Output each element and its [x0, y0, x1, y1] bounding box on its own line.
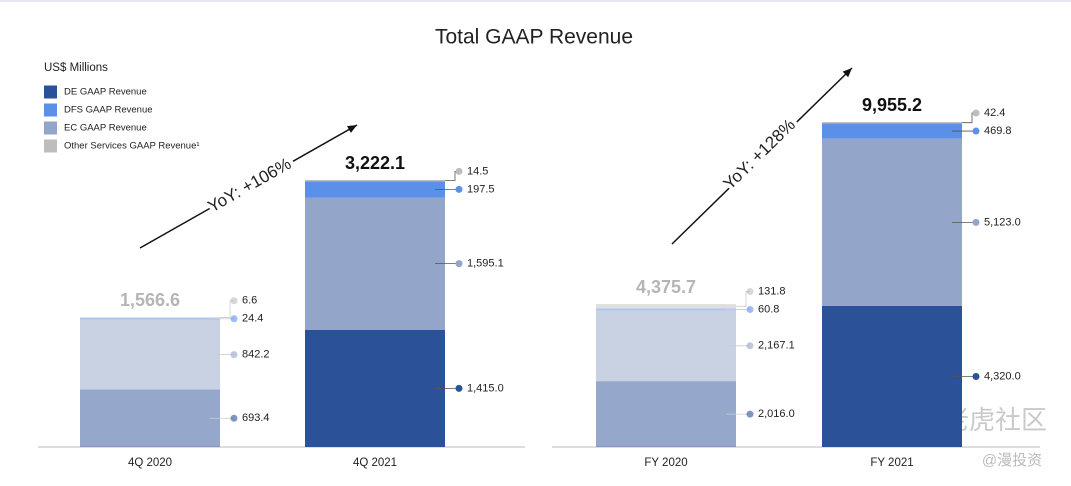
bar-segment: [80, 319, 220, 390]
total-label: 4,375.7: [636, 277, 696, 297]
value-label: 14.5: [467, 165, 488, 177]
legend-swatch: [44, 139, 57, 153]
unit-label: US$ Millions: [44, 62, 108, 74]
legend-swatch: [44, 85, 57, 99]
bar-segment: [822, 123, 962, 139]
label-dot: [972, 127, 980, 135]
x-tick-label: 4Q 2021: [353, 457, 397, 469]
watermark: @漫投资: [982, 452, 1042, 469]
bar-segment: [596, 308, 736, 311]
value-label: 42.4: [984, 107, 1005, 119]
bar-segment: [305, 329, 445, 447]
value-label: 469.8: [984, 125, 1012, 137]
label-dot: [455, 260, 463, 268]
yoy-arrow: [671, 67, 853, 245]
bar-segment: [80, 389, 220, 447]
total-label: 1,566.6: [120, 290, 180, 310]
legend-label: EC GAAP Revenue: [64, 123, 147, 134]
label-dot: [972, 372, 980, 380]
total-label: 9,955.2: [862, 95, 922, 115]
label-dot: [230, 297, 238, 305]
value-label: 842.2: [242, 349, 270, 361]
label-dot: [746, 305, 754, 313]
yoy-annotation: YoY: +106%: [205, 154, 295, 216]
label-dot: [746, 287, 754, 295]
label-dot: [972, 109, 980, 117]
yoy-arrow: [139, 124, 358, 249]
legend-label: Other Services GAAP Revenue¹: [64, 141, 200, 152]
label-dot: [230, 351, 238, 359]
label-dot: [746, 342, 754, 350]
arrow-head: [842, 68, 852, 78]
x-tick-label: FY 2020: [644, 457, 687, 469]
value-label: 5,123.0: [984, 216, 1021, 228]
arrow-head: [347, 125, 357, 133]
legend-label: DE GAAP Revenue: [64, 87, 147, 98]
value-label: 693.4: [242, 412, 270, 424]
yoy-annotation: YoY: +128%: [720, 115, 799, 193]
bar-segment: [822, 305, 962, 447]
label-dot: [455, 384, 463, 392]
legend-swatch: [44, 103, 57, 117]
x-tick-label: FY 2021: [870, 457, 913, 469]
bar-segment: [822, 138, 962, 306]
value-label: 6.6: [242, 295, 257, 307]
total-label: 3,222.1: [345, 153, 405, 173]
value-label: 2,167.1: [758, 340, 795, 352]
x-tick-label: 4Q 2020: [128, 457, 172, 469]
bar-segment: [596, 381, 736, 447]
value-label: 197.5: [467, 183, 495, 195]
value-label: 24.4: [242, 313, 263, 325]
value-label: 2,016.0: [758, 408, 795, 420]
label-dot: [230, 315, 238, 323]
label-dot: [455, 167, 463, 175]
value-label: 1,595.1: [467, 258, 504, 270]
bar-segment: [80, 317, 220, 318]
bar-segment: [80, 317, 220, 320]
label-dot: [455, 185, 463, 193]
legend-swatch: [44, 121, 57, 135]
bar-segment: [305, 180, 445, 182]
bar-segment: [822, 122, 962, 124]
label-dot: [230, 414, 238, 422]
value-label: 1,415.0: [467, 382, 504, 394]
bar-segment: [305, 181, 445, 198]
label-dot: [972, 218, 980, 226]
bar-segment: [596, 304, 736, 309]
bar-segment: [305, 197, 445, 330]
value-label: 60.8: [758, 303, 779, 315]
chart-title: Total GAAP Revenue: [435, 26, 633, 49]
value-label: 4,320.0: [984, 370, 1021, 382]
legend-label: DFS GAAP Revenue: [64, 105, 153, 116]
label-dot: [746, 410, 754, 418]
bar-segment: [596, 310, 736, 382]
value-label: 131.8: [758, 285, 786, 297]
